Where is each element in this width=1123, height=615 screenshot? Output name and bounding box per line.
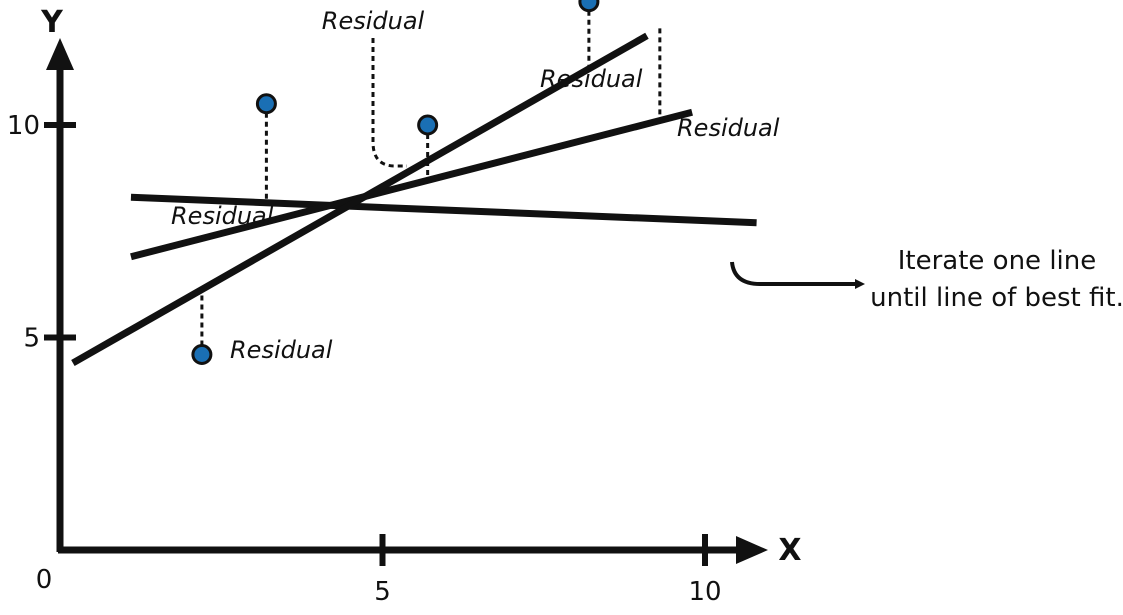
residual-label-bottom: Residual: [230, 336, 333, 364]
residual-label-right: Residual: [677, 114, 780, 142]
x-axis-arrow: [736, 536, 768, 564]
data-point: [255, 93, 277, 115]
y-axis-label: Y: [40, 5, 64, 40]
fit-line: [71, 32, 649, 367]
residual-label-left: Residual: [171, 202, 274, 230]
residual-curve: [371, 38, 407, 168]
data-point: [578, 0, 600, 13]
fit-line: [130, 108, 693, 261]
annotation-arrow: [730, 261, 865, 289]
y-axis-arrow: [46, 38, 74, 70]
residual-label-top: Residual: [322, 7, 425, 35]
data-points: [191, 0, 600, 365]
annotation-line-1: Iterate one line: [898, 246, 1097, 276]
x-tick-label: 5: [374, 577, 391, 607]
x-tick-label: 10: [688, 577, 721, 607]
data-point: [417, 114, 439, 136]
y-tick-label: 10: [7, 111, 40, 141]
ticks-layer: 5 10 5 10: [7, 111, 722, 607]
residual-label-high-point: Residual: [540, 65, 643, 93]
origin-label: 0: [36, 565, 53, 595]
fit-lines: [71, 32, 757, 367]
y-tick-label: 5: [23, 324, 40, 354]
fit-line: [130, 193, 757, 227]
annotation-line-2: until line of best fit.: [870, 283, 1123, 313]
data-point: [191, 344, 213, 365]
x-axis-label: X: [778, 533, 801, 568]
